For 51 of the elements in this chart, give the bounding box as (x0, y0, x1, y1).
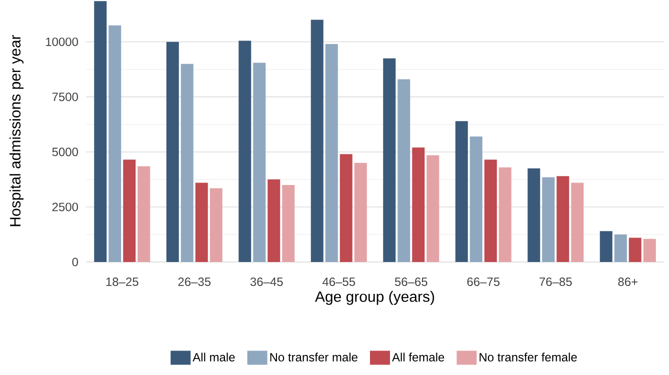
bar (340, 154, 352, 262)
bar (94, 1, 107, 262)
bar (123, 160, 136, 262)
x-tick-label: 18–25 (106, 278, 138, 286)
bar (470, 136, 482, 262)
bar (325, 44, 338, 262)
x-axis-title: Age group (years) (315, 290, 434, 305)
bar (383, 58, 396, 262)
bar (412, 148, 425, 262)
bar (166, 42, 179, 262)
bar (138, 166, 150, 262)
bar (600, 231, 612, 262)
y-tick-label: 5000 (52, 148, 78, 156)
bar (455, 121, 468, 262)
x-tick-label: 56–65 (394, 278, 428, 286)
x-tick-label: 26–35 (178, 278, 211, 286)
bar (643, 238, 656, 262)
legend-label: No transfer male (270, 352, 358, 362)
bar (268, 179, 280, 262)
bar (556, 176, 570, 262)
x-tick-label: 66–75 (467, 278, 500, 286)
legend-label: All male (192, 352, 235, 362)
bar (180, 64, 194, 262)
x-tick-label: 76–85 (540, 278, 572, 286)
bar (614, 234, 627, 262)
legend-label: All female (392, 352, 444, 362)
x-tick-label: 36–45 (250, 278, 283, 286)
bar (238, 40, 252, 262)
bar (628, 238, 642, 262)
bar (310, 20, 324, 262)
bar (484, 160, 497, 262)
bar (253, 62, 266, 262)
bar (498, 167, 512, 262)
bar (571, 182, 584, 262)
bar (398, 79, 410, 262)
bar (210, 188, 222, 262)
bar (108, 25, 122, 262)
y-tick-label: 7500 (52, 92, 78, 102)
y-axis-title: Hospital admissions per year (10, 35, 24, 226)
bar (354, 162, 367, 262)
bar (426, 155, 440, 262)
bar (282, 184, 295, 262)
bar (542, 177, 555, 262)
y-tick-label: 10000 (46, 38, 78, 46)
bar (528, 168, 540, 262)
x-tick-label: 86+ (618, 278, 638, 286)
legend-label: No transfer female (480, 352, 577, 362)
x-tick-label: 46–55 (322, 278, 356, 286)
y-tick-label: 0 (72, 258, 78, 266)
y-tick-label: 2500 (52, 202, 78, 212)
bar (195, 182, 208, 262)
